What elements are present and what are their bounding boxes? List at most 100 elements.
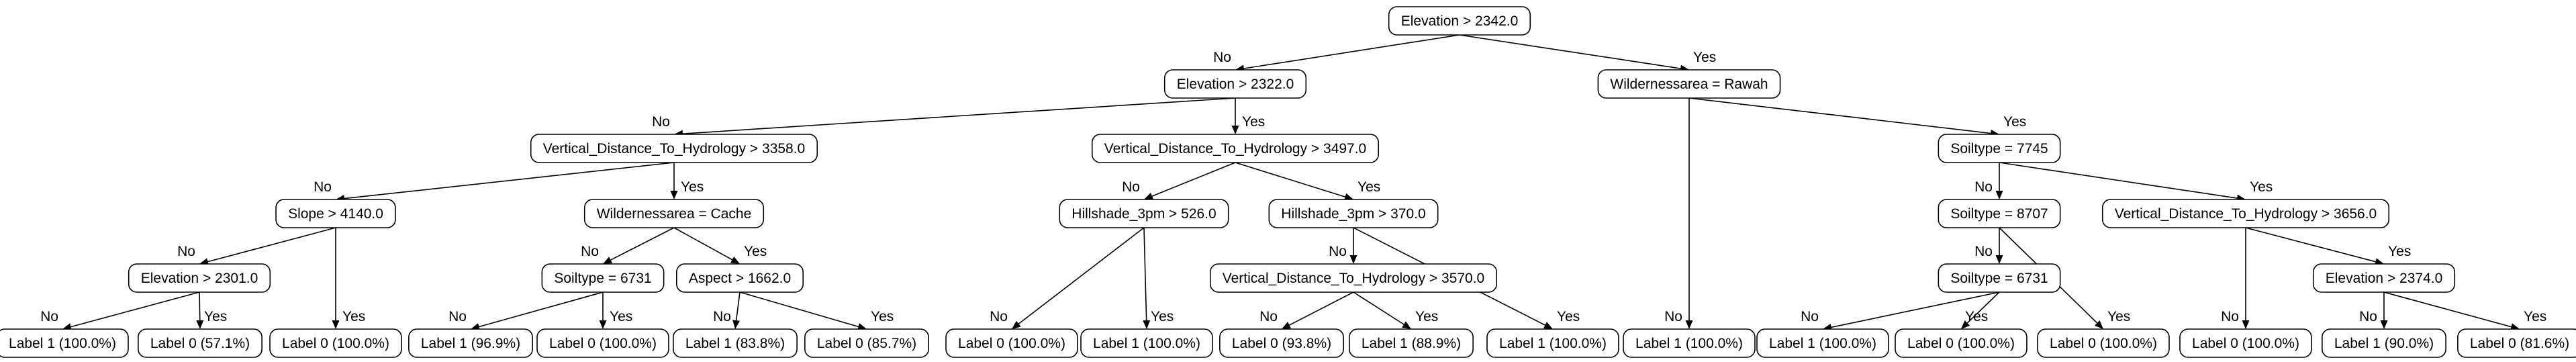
decision-node: Elevation > 2322.0 — [1163, 69, 1307, 99]
node-box — [1268, 199, 1439, 228]
edge-label-yes: Yes — [610, 309, 632, 324]
node-label: Label 1 (100.0%) — [1499, 336, 1607, 351]
node-label: Label 0 (100.0%) — [1907, 336, 2015, 351]
node-box — [1486, 328, 1619, 358]
edge-line — [682, 97, 1236, 134]
edge-arrowhead — [730, 256, 740, 264]
decision-node: Elevation > 2342.0 — [1388, 6, 1531, 36]
edge-label-no: No — [1259, 309, 1278, 324]
node-box — [2037, 328, 2170, 358]
edge-label-yes: Yes — [342, 309, 365, 324]
edge-label-yes: Yes — [2107, 309, 2130, 324]
edge-line — [735, 291, 741, 321]
edge-line — [1459, 34, 1681, 69]
node-label: Label 0 (57.1%) — [150, 336, 250, 351]
edge-label-yes: Yes — [681, 179, 704, 195]
edge-arrowhead — [1543, 322, 1553, 329]
decision-node: Vertical_Distance_To_Hydrology > 3570.0 — [1209, 263, 1498, 293]
leaf-node: Label 0 (100.0%) — [945, 328, 1078, 358]
leaf-node: Label 0 (100.0%) — [536, 328, 669, 358]
node-label: Label 0 (100.0%) — [282, 336, 389, 351]
edge-line — [199, 291, 201, 321]
edge-label-no: No — [177, 244, 195, 259]
node-box — [2322, 328, 2446, 358]
edge-label-no: No — [2359, 309, 2377, 324]
edge-arrowhead — [1995, 191, 2003, 199]
node-label: Elevation > 2342.0 — [1401, 13, 1519, 29]
node-label: Slope > 4140.0 — [288, 206, 383, 222]
leaf-node: Label 1 (100.0%) — [1080, 328, 1213, 358]
node-label: Label 1 (100.0%) — [1093, 336, 1200, 351]
node-box — [0, 328, 129, 358]
edge-label-yes: Yes — [1357, 179, 1380, 195]
node-box — [676, 263, 804, 293]
leaf-node: Label 1 (96.9%) — [408, 328, 533, 358]
node-label: Vertical_Distance_To_Hydrology > 3358.0 — [543, 141, 806, 156]
edge-line — [673, 227, 733, 261]
edge-label-no: No — [1801, 309, 1819, 324]
node-box — [1623, 328, 1756, 358]
node-label: Label 1 (83.8%) — [685, 336, 785, 351]
edge-arrowhead — [603, 257, 613, 264]
edge-arrowhead — [196, 320, 204, 329]
edge-label-yes: Yes — [2524, 309, 2546, 324]
node-box — [1938, 199, 2061, 228]
node-box — [2101, 199, 2390, 228]
edge-line — [1289, 291, 1354, 326]
node-box — [945, 328, 1078, 358]
node-box — [536, 328, 669, 358]
leaf-node: Label 0 (100.0%) — [269, 328, 402, 358]
edge-label-no: No — [1122, 179, 1140, 195]
edge-label-no: No — [1329, 244, 1347, 259]
edge-line — [1235, 162, 1345, 197]
decision-node: Hillshade_3pm > 370.0 — [1268, 199, 1439, 228]
edge-label-yes: Yes — [2003, 114, 2026, 130]
node-label: Label 0 (100.0%) — [549, 336, 657, 351]
edge-arrowhead — [1231, 126, 1239, 134]
edge-label-no: No — [652, 114, 670, 130]
node-label: Label 1 (90.0%) — [2334, 336, 2434, 351]
node-box — [128, 263, 271, 293]
edge-line — [2245, 227, 2376, 263]
node-box — [2457, 328, 2576, 358]
edge-label-no: No — [40, 309, 58, 324]
node-label: Aspect > 1662.0 — [689, 271, 791, 286]
node-label: Label 0 (85.7%) — [817, 336, 916, 351]
edge-label-no: No — [1664, 309, 1682, 324]
edge-label-yes: Yes — [1965, 309, 1988, 324]
node-box — [541, 263, 665, 293]
edge-line — [2383, 291, 2512, 328]
edge-label-yes: Yes — [204, 309, 227, 324]
edge-label-no: No — [713, 309, 731, 324]
edge-line — [1688, 97, 1991, 134]
leaf-node: Label 1 (100.0%) — [1756, 328, 1889, 358]
edge-label-no: No — [990, 309, 1008, 324]
edge-label-yes: Yes — [1693, 50, 1716, 65]
edge-line — [1353, 291, 1404, 325]
edge-arrowhead — [1961, 320, 1970, 329]
node-label: Elevation > 2301.0 — [141, 271, 258, 286]
node-box — [1388, 6, 1531, 36]
node-label: Wildernessarea = Rawah — [1610, 77, 1768, 92]
leaf-node: Label 0 (93.8%) — [1219, 328, 1344, 358]
node-box — [1938, 134, 2061, 163]
edge-line — [344, 162, 675, 199]
edge-label-yes: Yes — [871, 309, 894, 324]
edge-arrowhead — [471, 323, 481, 330]
edge-arrowhead — [857, 323, 867, 330]
node-box — [275, 199, 396, 228]
edge-line — [1966, 291, 2000, 324]
edges-layer: No Yes No Yes No Yes No Yes No Yes No Yes No Yes No Yes… — [40, 34, 2546, 331]
leaf-node: Label 1 (100.0%) — [1486, 328, 1619, 358]
decision-node: Soiltype = 8707 — [1938, 199, 2061, 228]
edge-line — [207, 227, 336, 263]
node-label: Hillshade_3pm > 370.0 — [1281, 206, 1425, 222]
edge-arrowhead — [2094, 320, 2103, 329]
leaf-node: Label 1 (100.0%) — [1623, 328, 1756, 358]
node-label: Label 1 (100.0%) — [9, 336, 116, 351]
leaf-node: Label 0 (85.7%) — [804, 328, 929, 358]
leaf-node: Label 0 (81.6%) — [2457, 328, 2576, 358]
edge-label-no: No — [2221, 309, 2239, 324]
decision-node: Slope > 4140.0 — [275, 199, 396, 228]
